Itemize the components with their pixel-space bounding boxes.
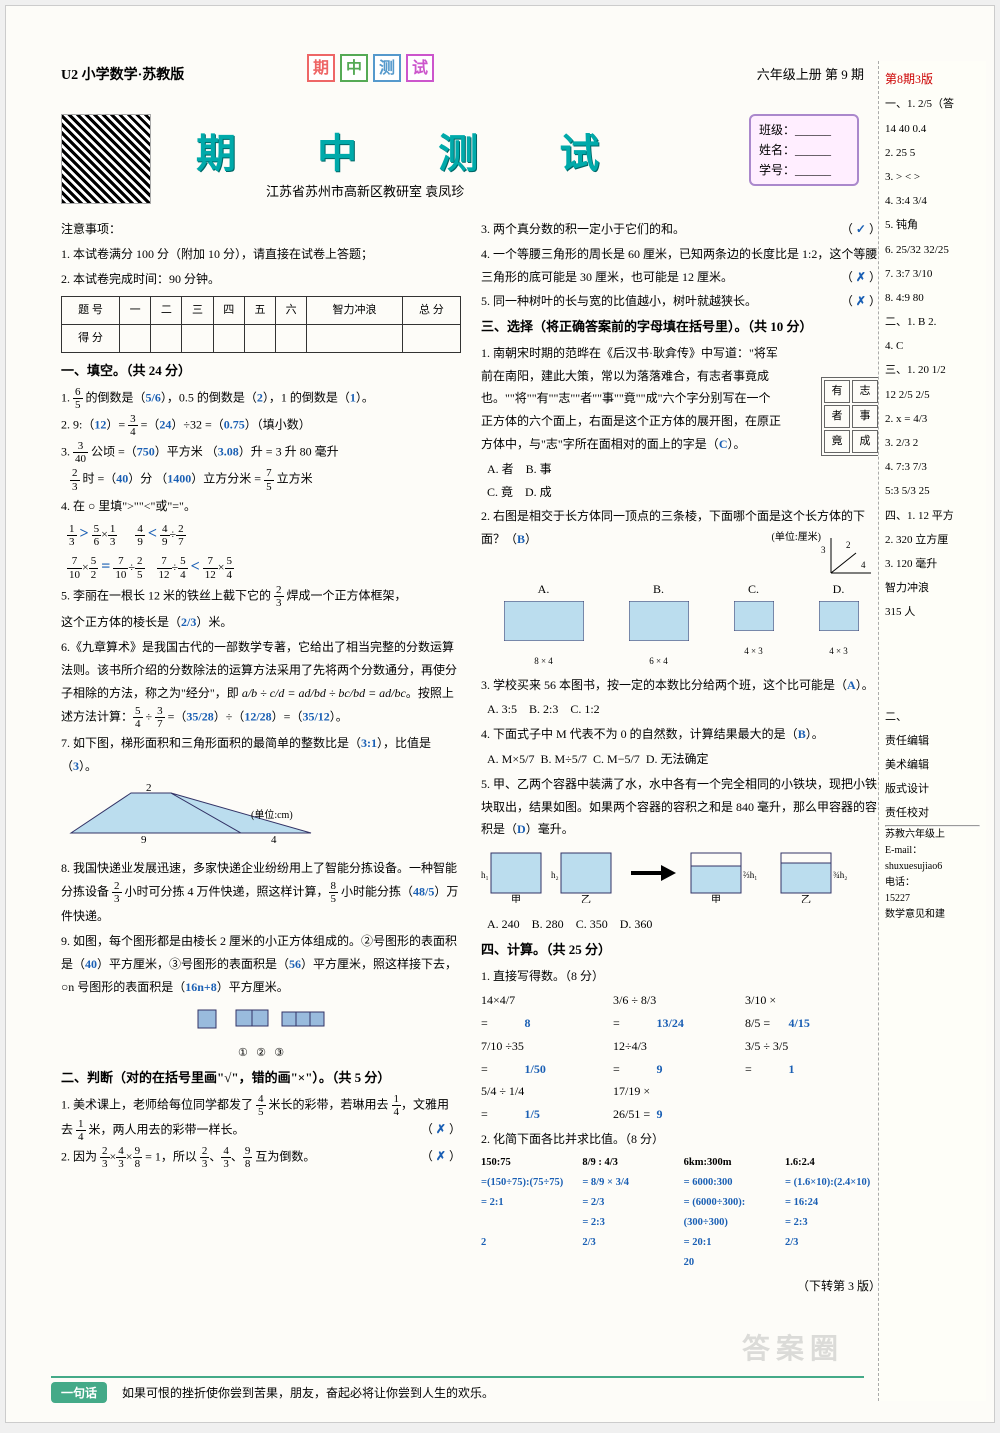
svg-text:2: 2 <box>846 540 851 550</box>
calc1-grid: 14×4/7 =8 3/6 ÷ 8/3 =13/24 3/10 × 8/5 =4… <box>481 989 881 1126</box>
svg-text:2: 2 <box>146 783 152 794</box>
cube-net: 有志 者事 竟成 <box>821 377 881 456</box>
svg-text:¾h₂: ¾h₂ <box>833 870 847 880</box>
q5: 5. 李丽在一根长 12 米的铁丝上截下它的 23 焊成一个正方体框架， <box>61 584 461 609</box>
j2: 2. 因为 23×43×98 = 1，所以 23、43、98 互为倒数。（ ✗ … <box>61 1145 461 1170</box>
svg-text:(单位:cm): (单位:cm) <box>251 808 293 821</box>
score-table: 题 号一二三四五六智力冲浪总 分 得 分 <box>61 296 461 353</box>
c3: 3. 学校买来 56 本图书，按一定的本数比分给两个班，这个比可能是（A）。 <box>481 674 881 697</box>
svg-text:h₂: h₂ <box>551 870 559 880</box>
q6: 6.《九章算术》是我国古代的一部数学专著，它给出了相当完整的分数运算法则。该书所… <box>61 636 461 730</box>
footer: 一句话 如果可恨的挫折使你尝到苦果，朋友，奋起必将让你尝到人生的欢乐。 <box>51 1376 864 1404</box>
j5: 5. 同一种树叶的长与宽的比值越小，树叶就越狭长。（ ✗ ） <box>481 290 881 313</box>
watermark: 答案圈 <box>742 1327 844 1367</box>
svg-text:甲: 甲 <box>511 895 521 903</box>
trapezoid-diagram: 2 9 4 (单位:cm) <box>61 783 321 843</box>
c3-opts: A. 3:5 B. 2:3 C. 1:2 <box>481 698 881 721</box>
q7: 7. 如下图，梯形面积和三角形面积的最简单的整数比是（3:1），比值是（3）。 <box>61 732 461 778</box>
svg-text:3: 3 <box>821 545 826 555</box>
q2: 2. 9:（12）= 34 =（24）÷32 =（0.75）（填小数） <box>61 413 461 438</box>
calc2-header: 2. 化简下面各比并求比值。（8 分） <box>481 1128 881 1151</box>
footer-quote: 如果可恨的挫折使你尝到苦果，朋友，奋起必将让你尝到人生的欢乐。 <box>122 1386 494 1400</box>
ratio-work: 150:75=(150÷75):(75÷75)= 2:12 8/9 : 4/3=… <box>481 1153 881 1273</box>
section-3-title: 三、选择（将正确答案前的字母填在括号里）。（共 10 分） <box>481 315 881 340</box>
c5: 5. 甲、乙两个容器中装满了水，水中各有一个完全相同的小铁块，现把小铁块取出，结… <box>481 773 881 841</box>
c2-options: A.8 × 4 B.6 × 4 C.4 × 3 D.4 × 3 <box>481 578 881 671</box>
subtitle: 江苏省苏州市高新区教研室 袁凤珍 <box>266 181 464 200</box>
notice-header: 注意事项： <box>61 218 461 241</box>
answer-strip: 第8期3版 一、1. 2/5（答14 40 0.42. 25 53. > < >… <box>878 61 986 1401</box>
student-info: 班级：______ 姓名：______ 学号：______ <box>749 114 859 186</box>
q4-row2: 710×52 = 710÷25 712÷54 < 712×54 <box>61 552 461 582</box>
q1: 1. 65 的倒数是（5/6），0.5 的倒数是（2），1 的倒数是（1）。 <box>61 386 461 411</box>
right-column: 3. 两个真分数的积一定小于它们的和。（ ✓ ） 4. 一个等腰三角形的周长是 … <box>471 216 891 1299</box>
notice-2: 2. 本试卷完成时间：90 分钟。 <box>61 268 461 291</box>
svg-text:h₁: h₁ <box>481 870 489 880</box>
calc1-header: 1. 直接写得数。（8 分） <box>481 965 881 988</box>
q4-row1: 13 > 56×13 49 < 49÷27 <box>61 519 461 549</box>
c5-opts: A. 240 B. 280 C. 350 D. 360 <box>481 913 881 936</box>
svg-text:乙: 乙 <box>581 894 591 903</box>
cubes-diagram: ① ② ③ <box>61 1000 461 1064</box>
j4: 4. 一个等腰三角形的周长是 60 厘米，已知两条边的长度比是 1:2，这个等腰… <box>481 243 881 289</box>
svg-text:甲: 甲 <box>711 895 721 903</box>
q5b: 这个正方体的棱长是（2/3）米。 <box>61 611 461 634</box>
c1-opts: A. 者 B. 事 C. 竟 D. 成 <box>481 458 881 504</box>
c4-opts: A. M×5/7 B. M÷5/7 C. M−5/7 D. 无法确定 <box>481 748 881 771</box>
q9: 9. 如图，每个图形都是由棱长 2 厘米的小正方体组成的。②号图形的表面积是（4… <box>61 930 461 998</box>
section-2-title: 二、判断（对的在括号里画"√"，错的画"×"）。（共 5 分） <box>61 1066 461 1091</box>
midterm-badge: 期 中 测 试 <box>306 54 435 82</box>
page-title: 期 中 测 试 <box>196 121 634 179</box>
svg-text:⅔h₁: ⅔h₁ <box>743 870 757 880</box>
svg-text:4: 4 <box>271 834 277 843</box>
qr-code <box>61 114 151 204</box>
j3: 3. 两个真分数的积一定小于它们的和。（ ✓ ） <box>481 218 881 241</box>
c4: 4. 下面式子中 M 代表不为 0 的自然数，计算结果最大的是（B）。 <box>481 723 881 746</box>
notice-1: 1. 本试卷满分 100 分（附加 10 分），请直接在试卷上答题； <box>61 243 461 266</box>
q4: 4. 在 ○ 里填">""<"或"="。 <box>61 495 461 518</box>
q3b: 23 时 =（40）分 （1400）立方分米 = 75 立方米 <box>61 467 461 492</box>
section-4-title: 四、计算。（共 25 分） <box>481 938 881 963</box>
header-right: 六年级上册 第 9 期 <box>757 64 864 83</box>
left-column: 注意事项： 1. 本试卷满分 100 分（附加 10 分），请直接在试卷上答题；… <box>51 216 471 1299</box>
continued: （下转第 3 版） <box>481 1275 881 1298</box>
containers-diagram: h₁ 甲 h₂ 乙 ⅔h₁ 甲 ¾h₂ 乙 <box>481 843 881 911</box>
q8: 8. 我国快递业发展迅速，多家快递企业纷纷用上了智能分拣设备。一种智能分拣设备 … <box>61 857 461 928</box>
footer-tag: 一句话 <box>51 1382 107 1403</box>
svg-text:4: 4 <box>861 560 866 570</box>
header-left: U2 小学数学·苏教版 <box>61 64 184 84</box>
corner-edges-icon: 4 3 2 <box>821 528 881 578</box>
svg-text:乙: 乙 <box>801 894 811 903</box>
section-1-title: 一、填空。（共 24 分） <box>61 359 461 384</box>
c2: 2. 右图是相交于长方体同一顶点的三条棱，下面哪个面是这个长方体的下面？（B） … <box>481 505 881 551</box>
j1: 1. 美术课上，老师给每位同学都发了 45 米长的彩带，若琳用去 14，文雅用去… <box>61 1093 461 1143</box>
svg-text:9: 9 <box>141 834 147 843</box>
q3: 3. 340 公顷 =（750）平方米 （3.08）升 = 3 升 80 毫升 <box>61 440 461 465</box>
